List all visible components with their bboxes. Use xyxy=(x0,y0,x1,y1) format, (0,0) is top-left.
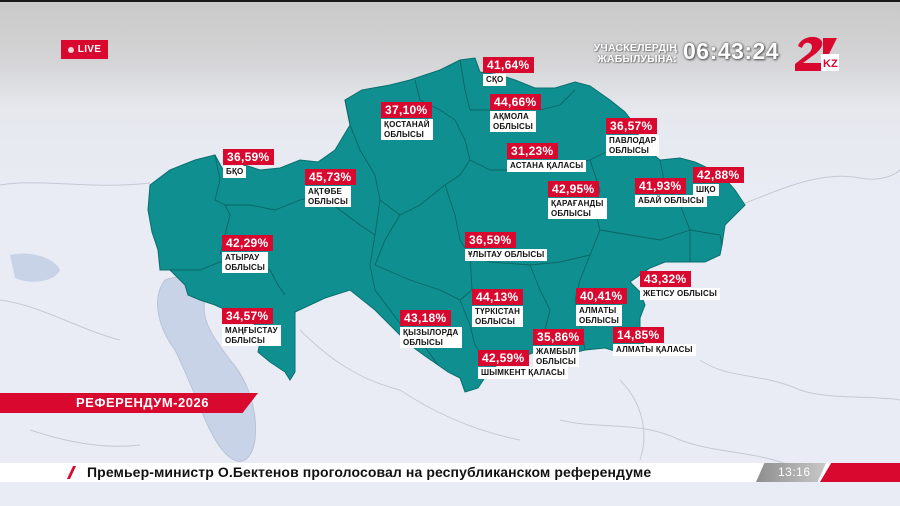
region-name: МАҢҒЫСТАУ ОБЛЫСЫ xyxy=(222,325,281,346)
region-name: ҰЛЫТАУ ОБЛЫСЫ xyxy=(465,249,548,261)
region-name: БҚО xyxy=(223,166,247,178)
region-name: ҚОСТАНАЙ ОБЛЫСЫ xyxy=(381,119,433,140)
region-name: ШҚО xyxy=(693,184,719,196)
region-percent: 42,88% xyxy=(693,167,744,183)
region-name: АБАЙ ОБЛЫСЫ xyxy=(635,195,708,207)
region-percent: 35,86% xyxy=(533,329,584,345)
region-label-ulytau: 36,59% ҰЛЫТАУ ОБЛЫСЫ xyxy=(465,231,548,261)
region-name: АСТАНА ҚАЛАСЫ xyxy=(507,160,587,172)
region-percent: 42,95% xyxy=(548,181,599,197)
region-percent: 36,59% xyxy=(465,232,516,248)
region-label-kostanai: 37,10% ҚОСТАНАЙ ОБЛЫСЫ xyxy=(381,101,433,140)
region-label-zhambyl: 35,86% ЖАМБЫЛ ОБЛЫСЫ xyxy=(533,328,584,367)
region-name: АҚМОЛА ОБЛЫСЫ xyxy=(490,111,537,132)
region-percent: 37,10% xyxy=(381,102,432,118)
region-label-zhetisu: 43,32% ЖЕТІСУ ОБЛЫСЫ xyxy=(640,270,720,300)
ticker-time: 13:16 xyxy=(778,465,811,479)
region-name: АТЫРАУ ОБЛЫСЫ xyxy=(222,252,269,273)
region-percent: 42,59% xyxy=(478,350,529,366)
region-percent: 34,57% xyxy=(222,308,273,324)
region-label-aktobe: 45,73% АҚТӨБЕ ОБЛЫСЫ xyxy=(305,168,356,207)
region-label-kyzylorda: 43,18% ҚЫЗЫЛОРДА ОБЛЫСЫ xyxy=(400,309,462,348)
region-name: ЖЕТІСУ ОБЛЫСЫ xyxy=(640,288,720,300)
countdown-label-line1: УЧАСКЕЛЕРДІҢ xyxy=(593,42,677,54)
region-name: АЛМАТЫ ОБЛЫСЫ xyxy=(576,305,623,326)
region-percent: 43,18% xyxy=(400,310,451,326)
region-percent: 36,57% xyxy=(606,118,657,134)
channel-logo-icon: KZ xyxy=(795,36,839,71)
region-name: ҚАРАҒАНДЫ ОБЛЫСЫ xyxy=(548,198,607,219)
region-label-pavlodar: 36,57% ПАВЛОДАР ОБЛЫСЫ xyxy=(606,117,660,156)
region-percent: 44,13% xyxy=(472,289,523,305)
region-name: ПАВЛОДАР ОБЛЫСЫ xyxy=(606,135,660,156)
ticker-red-accent xyxy=(820,463,900,482)
referendum-title: РЕФЕРЕНДУМ-2026 xyxy=(76,395,209,410)
region-label-bko: 36,59% БҚО xyxy=(223,148,274,178)
region-label-turkistan: 44,13% ТҮРКІСТАН ОБЛЫСЫ xyxy=(472,288,524,327)
referendum-banner xyxy=(0,393,258,413)
live-label: LIVE xyxy=(77,44,102,55)
region-percent: 42,29% xyxy=(222,235,273,251)
region-percent: 41,93% xyxy=(635,178,686,194)
region-name: АЛМАТЫ ҚАЛАСЫ xyxy=(613,344,696,356)
region-label-almaty-city: 14,85% АЛМАТЫ ҚАЛАСЫ xyxy=(613,326,696,356)
countdown-label-line2: ЖАБЫЛУЫНА: xyxy=(597,53,677,65)
region-percent: 43,32% xyxy=(640,271,691,287)
region-name: СҚО xyxy=(483,74,507,86)
region-percent: 14,85% xyxy=(613,327,664,343)
region-percent: 36,59% xyxy=(223,149,274,165)
region-label-karaganda: 42,95% ҚАРАҒАНДЫ ОБЛЫСЫ xyxy=(548,180,607,219)
region-label-abai: 41,93% АБАЙ ОБЛЫСЫ xyxy=(635,177,708,207)
live-dot-icon xyxy=(67,46,74,53)
news-ticker: Премьер-министр О.Бектенов проголосовал … xyxy=(0,463,900,482)
region-label-almaty-region: 40,41% АЛМАТЫ ОБЛЫСЫ xyxy=(576,287,627,326)
countdown-label: УЧАСКЕЛЕРДІҢ ЖАБЫЛУЫНА: xyxy=(585,43,677,65)
ticker-slash-icon xyxy=(66,466,77,479)
region-name: ЖАМБЫЛ ОБЛЫСЫ xyxy=(533,346,580,367)
region-label-atyrau: 42,29% АТЫРАУ ОБЛЫСЫ xyxy=(222,234,273,273)
svg-text:KZ: KZ xyxy=(823,58,838,70)
region-percent: 40,41% xyxy=(576,288,627,304)
region-label-sko: 41,64% СҚО xyxy=(483,56,534,86)
region-label-shymkent: 42,59% ШЫМКЕНТ ҚАЛАСЫ xyxy=(478,349,568,379)
region-percent: 45,73% xyxy=(305,169,356,185)
countdown-timer: 06:43:24 xyxy=(683,38,780,64)
region-name: ТҮРКІСТАН ОБЛЫСЫ xyxy=(472,306,524,327)
region-label-akmola: 44,66% АҚМОЛА ОБЛЫСЫ xyxy=(490,93,541,132)
ticker-headline: Премьер-министр О.Бектенов проголосовал … xyxy=(87,464,652,480)
region-label-mangystau: 34,57% МАҢҒЫСТАУ ОБЛЫСЫ xyxy=(222,307,281,346)
region-percent: 31,23% xyxy=(507,143,558,159)
ticker-time-box xyxy=(756,463,826,482)
top-border xyxy=(0,0,900,2)
region-name: ШЫМКЕНТ ҚАЛАСЫ xyxy=(478,367,568,379)
region-label-shko: 42,88% ШҚО xyxy=(693,166,744,196)
live-badge: LIVE xyxy=(61,40,108,59)
region-label-astana: 31,23% АСТАНА ҚАЛАСЫ xyxy=(507,142,587,172)
region-percent: 41,64% xyxy=(483,57,534,73)
region-name: ҚЫЗЫЛОРДА ОБЛЫСЫ xyxy=(400,327,462,348)
region-name: АҚТӨБЕ ОБЛЫСЫ xyxy=(305,186,352,207)
region-percent: 44,66% xyxy=(490,94,541,110)
